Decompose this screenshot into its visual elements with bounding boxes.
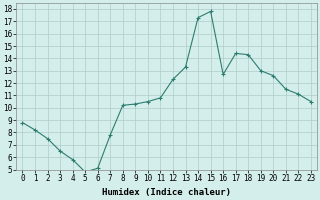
X-axis label: Humidex (Indice chaleur): Humidex (Indice chaleur) <box>102 188 231 197</box>
